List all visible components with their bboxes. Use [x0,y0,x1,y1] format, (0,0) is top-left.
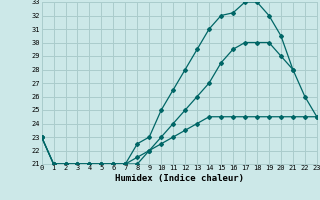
X-axis label: Humidex (Indice chaleur): Humidex (Indice chaleur) [115,174,244,183]
